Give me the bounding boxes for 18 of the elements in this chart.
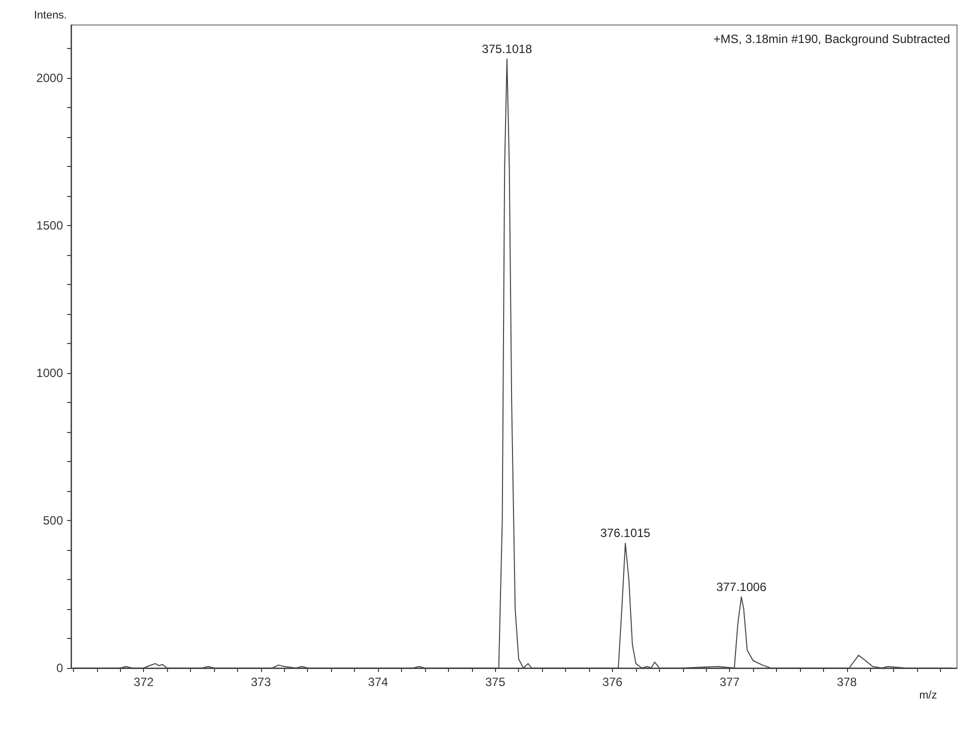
x-tick-label: 374: [368, 675, 388, 689]
y-tick-label: 1000: [36, 366, 64, 380]
x-tick-label: 373: [250, 675, 272, 689]
x-axis-title: m/z: [919, 690, 937, 702]
x-tick-label: 378: [836, 675, 858, 689]
y-tick-label: 0: [56, 661, 64, 675]
annotation: 376.1015: [600, 526, 651, 540]
y-tick-label: 2000: [36, 71, 64, 86]
x-tick-label: 376: [602, 675, 623, 689]
y-axis-title: Intens.: [34, 10, 67, 22]
y-tick-label: 1500: [36, 218, 64, 233]
text: +MS, 3.18min #190, Background Subtracted: [714, 32, 950, 46]
annotation: 377.1006: [716, 580, 767, 594]
y-tick-label: 500: [42, 514, 64, 528]
annotation: 375.1018: [482, 42, 532, 56]
x-tick-label: 375: [485, 675, 506, 689]
x-tick-label: 377: [720, 675, 740, 689]
x-tick-label: 372: [134, 675, 154, 689]
